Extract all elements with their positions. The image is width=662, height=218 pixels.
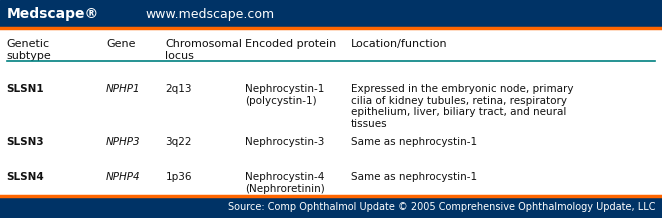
Text: SLSN1: SLSN1 [7, 84, 44, 94]
Text: Location/function: Location/function [351, 39, 448, 49]
Text: Source: Comp Ophthalmol Update © 2005 Comprehensive Ophthalmology Update, LLC: Source: Comp Ophthalmol Update © 2005 Co… [228, 202, 655, 212]
Bar [0, 0, 662, 28]
Text: 1p36: 1p36 [166, 172, 192, 182]
Text: Same as nephrocystin-1: Same as nephrocystin-1 [351, 172, 477, 182]
Text: Nephrocystin-4
(Nephroretinin): Nephrocystin-4 (Nephroretinin) [245, 172, 324, 194]
Text: NPHP4: NPHP4 [106, 172, 140, 182]
Text: www.medscape.com: www.medscape.com [146, 8, 275, 21]
Text: SLSN3: SLSN3 [7, 137, 44, 147]
Bar [0, 196, 662, 218]
Text: SLSN4: SLSN4 [7, 172, 44, 182]
Text: Genetic
subtype: Genetic subtype [7, 39, 52, 61]
Text: 2q13: 2q13 [166, 84, 192, 94]
Text: Expressed in the embryonic node, primary
cilia of kidney tubules, retina, respir: Expressed in the embryonic node, primary… [351, 84, 573, 129]
Bar [0, 28, 662, 196]
Text: NPHP3: NPHP3 [106, 137, 140, 147]
Text: Gene: Gene [106, 39, 136, 49]
Text: Medscape®: Medscape® [7, 7, 99, 21]
Text: Encoded protein: Encoded protein [245, 39, 336, 49]
Text: Nephrocystin-1
(polycystin-1): Nephrocystin-1 (polycystin-1) [245, 84, 324, 106]
Text: Chromosomal
locus: Chromosomal locus [166, 39, 242, 61]
Text: Nephrocystin-3: Nephrocystin-3 [245, 137, 324, 147]
Text: Same as nephrocystin-1: Same as nephrocystin-1 [351, 137, 477, 147]
Text: NPHP1: NPHP1 [106, 84, 140, 94]
Text: 3q22: 3q22 [166, 137, 192, 147]
